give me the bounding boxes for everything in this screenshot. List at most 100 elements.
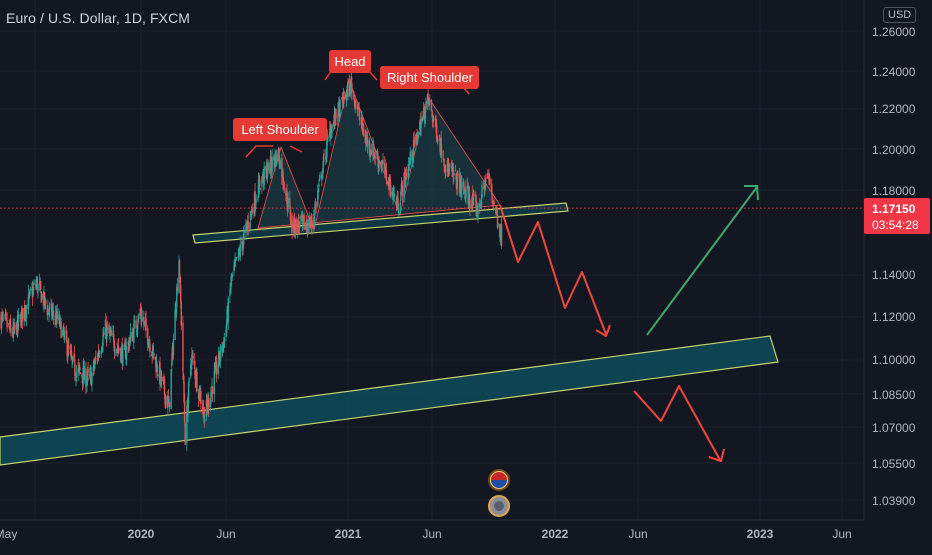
candle-body bbox=[176, 287, 178, 308]
candle-body bbox=[400, 191, 402, 200]
time-label: Jun bbox=[628, 527, 647, 541]
candle-body bbox=[14, 325, 16, 331]
candle-body bbox=[170, 369, 172, 410]
candle-body bbox=[163, 379, 166, 395]
annotation-right-shoulder[interactable]: Right Shoulder bbox=[380, 66, 479, 89]
candle-body bbox=[461, 182, 463, 191]
candle-body bbox=[405, 173, 408, 179]
candle-body bbox=[314, 206, 316, 216]
candle-body bbox=[19, 314, 22, 317]
candle-body bbox=[1, 314, 4, 317]
price-axis[interactable] bbox=[864, 0, 932, 550]
symbol-title[interactable]: Euro / U.S. Dollar, 1D, FXCM bbox=[6, 10, 191, 26]
candle-body bbox=[175, 307, 177, 317]
candle-body bbox=[210, 392, 212, 404]
candle-body bbox=[231, 274, 233, 278]
time-axis-labels: May 2020 Jun 2021 Jun 2022 Jun 2023 Jun bbox=[0, 527, 852, 541]
annotation-box bbox=[233, 118, 327, 141]
candle-body bbox=[238, 251, 240, 253]
candle-body bbox=[306, 226, 308, 228]
candle-body bbox=[149, 344, 151, 353]
candle-body bbox=[313, 217, 315, 228]
candle-body bbox=[81, 374, 83, 378]
candle-body bbox=[492, 201, 494, 203]
candle-body bbox=[293, 218, 296, 233]
candle-body bbox=[278, 148, 280, 161]
candle-body bbox=[491, 183, 493, 195]
candle-body bbox=[317, 189, 320, 192]
candle-body bbox=[357, 105, 360, 108]
annotation-left-shoulder[interactable]: Left Shoulder bbox=[233, 118, 327, 141]
candle-body bbox=[27, 304, 29, 309]
candle-body bbox=[179, 280, 181, 282]
candle-body bbox=[350, 78, 352, 94]
neckline-zone[interactable] bbox=[192, 202, 569, 244]
candle-body bbox=[453, 172, 455, 176]
last-price-value: 1.17150 bbox=[872, 202, 916, 216]
candle-body bbox=[311, 220, 313, 227]
candle-body bbox=[171, 360, 173, 367]
candle-body bbox=[106, 327, 108, 339]
candle-body bbox=[412, 153, 414, 162]
candle-body bbox=[305, 224, 307, 230]
candle-body bbox=[129, 336, 131, 345]
candle-body bbox=[114, 351, 116, 353]
candle-body bbox=[211, 386, 214, 395]
candle-body bbox=[194, 369, 196, 380]
candle-body bbox=[32, 288, 34, 296]
candle-body bbox=[456, 176, 458, 189]
candle-body bbox=[35, 285, 37, 287]
candle-body bbox=[227, 298, 229, 323]
candle-body bbox=[376, 153, 378, 156]
candle-body bbox=[50, 303, 52, 305]
candle-body bbox=[427, 93, 429, 98]
currency-badge[interactable]: USD bbox=[883, 7, 917, 23]
event-marker-icon[interactable] bbox=[488, 495, 510, 517]
candle-body bbox=[180, 302, 182, 326]
bearish-projection-2 bbox=[633, 385, 725, 462]
price-tick: 1.14000 bbox=[872, 268, 916, 282]
candle-body bbox=[350, 76, 353, 84]
candle-body bbox=[68, 345, 70, 350]
candle-body bbox=[389, 178, 391, 187]
candle-body bbox=[79, 372, 82, 374]
candle-body bbox=[366, 136, 369, 147]
candle-body bbox=[247, 220, 249, 229]
candle-body bbox=[40, 281, 42, 290]
candle-body bbox=[186, 405, 188, 444]
time-axis[interactable] bbox=[0, 520, 932, 550]
annotation-head[interactable]: Head bbox=[329, 50, 371, 73]
candle-body bbox=[377, 160, 380, 170]
candle-body bbox=[330, 128, 332, 140]
candle-body bbox=[322, 167, 324, 175]
candle-body bbox=[258, 179, 261, 187]
candle-body bbox=[204, 418, 206, 422]
candle-body bbox=[54, 319, 56, 320]
last-price-tag: 1.17150 03:54:28 bbox=[864, 198, 930, 234]
candle-body bbox=[481, 185, 483, 198]
candle-body bbox=[106, 327, 109, 330]
candle-body bbox=[403, 172, 405, 199]
eu-us-flag-icon[interactable] bbox=[488, 469, 510, 491]
candle-body bbox=[286, 191, 288, 205]
candle-body bbox=[365, 138, 367, 145]
candle-body bbox=[207, 397, 210, 409]
candle-body bbox=[468, 193, 471, 203]
candle-body bbox=[326, 136, 329, 142]
candle-body bbox=[251, 209, 253, 213]
candle-body bbox=[77, 368, 79, 373]
support-channel-zone[interactable] bbox=[0, 335, 779, 466]
time-label: May bbox=[0, 527, 17, 541]
candle-body bbox=[431, 113, 433, 116]
candle-body bbox=[172, 338, 175, 356]
candle-body bbox=[441, 150, 443, 159]
candle-body bbox=[368, 142, 371, 153]
candle-body bbox=[362, 128, 365, 137]
candle-body bbox=[243, 230, 245, 233]
candle-body bbox=[382, 160, 384, 165]
candle-body bbox=[452, 166, 454, 177]
candle-body bbox=[245, 224, 248, 226]
candle-body bbox=[254, 191, 256, 208]
